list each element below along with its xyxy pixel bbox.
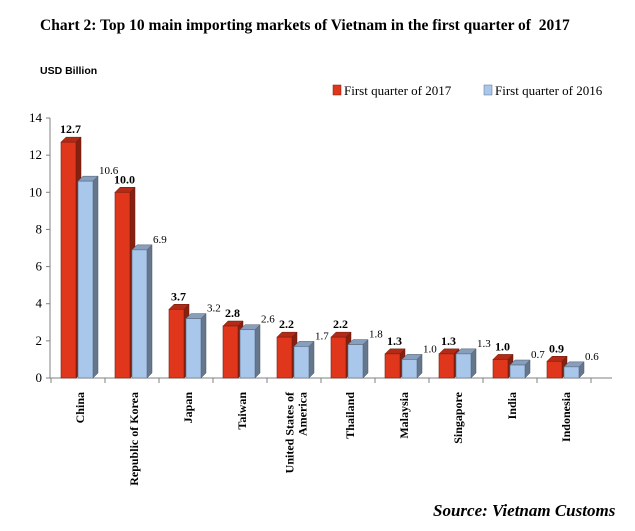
legend-swatch bbox=[332, 84, 342, 96]
bar-side-face bbox=[92, 175, 99, 379]
bar-side-face bbox=[308, 340, 315, 379]
bar-front-face bbox=[563, 366, 580, 379]
data-label: 10.0 bbox=[114, 172, 135, 186]
bar-front-face bbox=[77, 180, 94, 379]
bar-front-face bbox=[509, 364, 526, 379]
y-tick-label: 6 bbox=[36, 259, 43, 274]
category-label: United States of bbox=[283, 391, 297, 473]
category-label: Thailand bbox=[343, 392, 357, 439]
legend-label: First quarter of 2016 bbox=[495, 83, 603, 98]
data-label: 12.7 bbox=[60, 122, 81, 136]
bar-2017 bbox=[330, 331, 352, 379]
bar-2016 bbox=[455, 348, 477, 379]
legend-label: First quarter of 2017 bbox=[344, 83, 452, 98]
data-label: 3.7 bbox=[171, 289, 186, 303]
bar-2017 bbox=[492, 353, 514, 379]
data-label: 2.2 bbox=[279, 317, 294, 331]
bar-2016 bbox=[239, 324, 261, 379]
bar-front-face bbox=[131, 249, 148, 379]
legend-swatch bbox=[483, 84, 493, 96]
data-label: 2.2 bbox=[333, 317, 348, 331]
data-label: 6.9 bbox=[153, 234, 167, 246]
bar-2017 bbox=[438, 348, 460, 379]
bar-front-face bbox=[114, 191, 131, 379]
category-label: Indonesia bbox=[559, 392, 573, 442]
y-tick-label: 14 bbox=[29, 110, 43, 125]
y-tick-label: 8 bbox=[36, 221, 43, 236]
bar-front-face bbox=[330, 336, 347, 379]
y-tick-label: 10 bbox=[29, 184, 42, 199]
data-label: 1.3 bbox=[387, 334, 402, 348]
bar-side-face bbox=[146, 244, 153, 379]
data-label: 1.0 bbox=[423, 343, 437, 355]
source-note: Source: Vietnam Customs bbox=[433, 501, 616, 520]
bar-2016 bbox=[401, 353, 423, 379]
bar-front-face bbox=[384, 353, 401, 379]
bar-front-face bbox=[222, 325, 239, 379]
data-label: 2.6 bbox=[261, 314, 275, 326]
chart-axes: 0 2 4 6 8 10 12 14 bbox=[29, 110, 612, 385]
bar-side-face bbox=[254, 324, 261, 379]
bar-2016 bbox=[185, 312, 207, 379]
bar-2016 bbox=[347, 338, 369, 379]
data-label: 10.6 bbox=[99, 165, 119, 177]
category-label: Japan bbox=[181, 392, 195, 424]
data-label: 1.3 bbox=[477, 338, 491, 350]
chart-title: Chart 2: Top 10 main importing markets o… bbox=[40, 17, 570, 34]
bar-front-face bbox=[276, 336, 293, 379]
category-label: Republic of Korea bbox=[127, 392, 141, 486]
data-label: 0.7 bbox=[531, 349, 545, 361]
bar-side-face bbox=[200, 312, 207, 379]
bar-2016 bbox=[563, 361, 585, 379]
bar-front-face bbox=[492, 359, 509, 379]
category-label: China bbox=[73, 392, 87, 423]
data-label: 0.9 bbox=[549, 341, 564, 355]
bar-front-face bbox=[293, 346, 310, 379]
bar-front-face bbox=[168, 308, 185, 379]
bar-front-face bbox=[239, 329, 256, 379]
data-label: 0.6 bbox=[585, 351, 599, 363]
bar-front-face bbox=[347, 344, 364, 379]
y-tick-label: 0 bbox=[36, 370, 43, 385]
category-label: America bbox=[296, 392, 310, 436]
chart-legend: First quarter of 2017 First quarter of 20… bbox=[332, 83, 603, 98]
y-axis-unit-label: USD Billion bbox=[40, 65, 97, 77]
y-tick-label: 4 bbox=[36, 296, 43, 311]
bar-front-face bbox=[60, 141, 77, 379]
bar-2016 bbox=[131, 244, 153, 379]
bar-2017 bbox=[276, 331, 298, 379]
category-label: Malaysia bbox=[397, 392, 411, 439]
y-tick-label: 12 bbox=[29, 147, 42, 162]
bar-front-face bbox=[438, 353, 455, 379]
bar-front-face bbox=[401, 359, 418, 379]
bar-2016 bbox=[293, 340, 315, 379]
y-tick-label: 2 bbox=[36, 333, 43, 348]
bar-2016 bbox=[509, 359, 531, 379]
bar-side-face bbox=[362, 338, 369, 379]
category-label: Singapore bbox=[451, 391, 465, 443]
data-label: 1.0 bbox=[495, 339, 510, 353]
data-label: 1.8 bbox=[369, 329, 383, 341]
chart-bars: 12.7 10.610.0 6.9 3.7 3.2 2.8 2.6 2.2 1.7 2.2 1.8 1… bbox=[60, 122, 599, 379]
data-label: 3.2 bbox=[207, 303, 221, 315]
bar-front-face bbox=[455, 353, 472, 379]
bar-front-face bbox=[546, 360, 563, 379]
category-label: Taiwan bbox=[235, 392, 249, 430]
bar-2016 bbox=[77, 175, 99, 379]
data-label: 2.8 bbox=[225, 306, 240, 320]
category-labels: China Republic of Korea Japan Taiwan United … bbox=[73, 391, 573, 486]
data-label: 1.7 bbox=[315, 330, 329, 342]
bar-front-face bbox=[185, 318, 202, 379]
data-label: 1.3 bbox=[441, 334, 456, 348]
category-label: India bbox=[505, 392, 519, 419]
